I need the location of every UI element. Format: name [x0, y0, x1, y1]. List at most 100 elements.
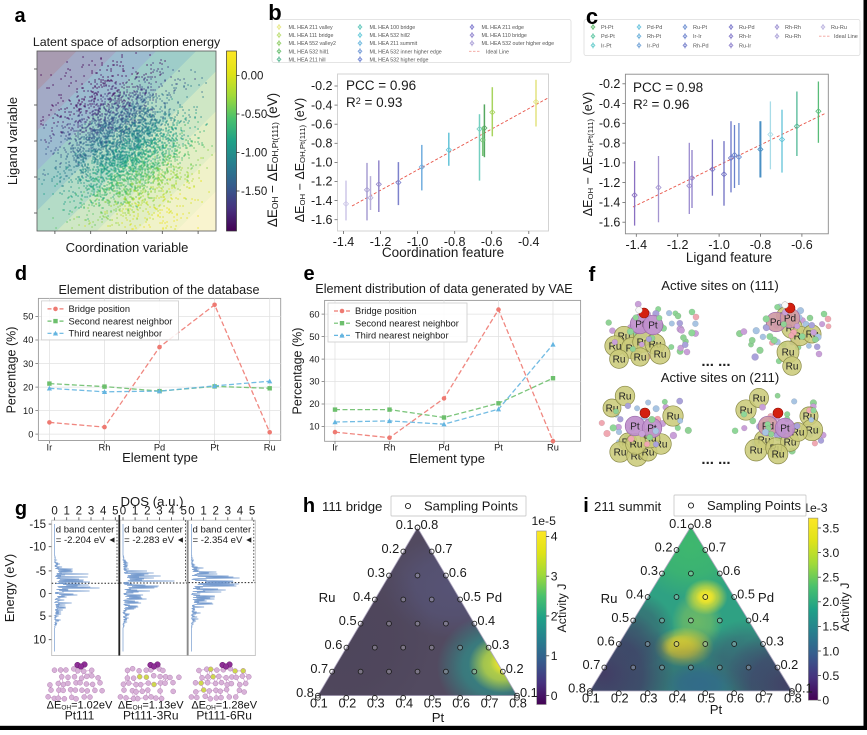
svg-text:40: 40	[309, 354, 319, 364]
svg-text:2: 2	[212, 506, 218, 518]
svg-text:g: g	[15, 498, 27, 520]
svg-text:ML HEA 110 bridge: ML HEA 110 bridge	[482, 33, 527, 39]
svg-text:3: 3	[225, 506, 231, 518]
svg-text:3: 3	[551, 570, 558, 584]
svg-text:Element type: Element type	[122, 450, 198, 465]
svg-text:Ru-Rh: Ru-Rh	[785, 34, 801, 40]
svg-text:-1.4: -1.4	[333, 235, 355, 249]
svg-text:2.5: 2.5	[822, 571, 839, 585]
svg-text:-1.2: -1.2	[599, 176, 621, 190]
svg-text:0.4: 0.4	[669, 691, 687, 706]
svg-text:0.5: 0.5	[463, 589, 481, 604]
svg-text:10: 10	[309, 422, 319, 432]
svg-text:0.00: 0.00	[241, 71, 263, 83]
svg-text:0.5: 0.5	[822, 669, 839, 683]
svg-text:Ru: Ru	[547, 443, 559, 453]
svg-text:-1.4: -1.4	[599, 196, 621, 210]
svg-text:Pt: Pt	[648, 321, 658, 332]
svg-text:PCC = 0.98: PCC = 0.98	[633, 80, 703, 95]
svg-text:10: 10	[23, 406, 33, 416]
svg-text:0.6: 0.6	[597, 634, 615, 649]
svg-text:0.2: 0.2	[655, 540, 673, 555]
svg-text:Ru: Ru	[319, 590, 336, 605]
svg-text:Rh-Ir: Rh-Ir	[739, 34, 751, 40]
svg-text:Rh: Rh	[99, 443, 111, 453]
svg-text:Active sites on (111): Active sites on (111)	[661, 278, 779, 293]
svg-text:c: c	[586, 4, 598, 29]
svg-text:Pd: Pd	[486, 590, 502, 605]
svg-text:5: 5	[112, 506, 118, 518]
svg-text:4: 4	[237, 506, 244, 518]
svg-text:30: 30	[309, 377, 319, 387]
svg-text:0.5: 0.5	[339, 613, 357, 628]
svg-text:Element type: Element type	[409, 451, 485, 466]
svg-text:0.3: 0.3	[640, 691, 658, 706]
svg-text:Pt: Pt	[780, 424, 790, 435]
svg-text:0.4: 0.4	[395, 696, 413, 711]
svg-text:Ru: Ru	[264, 443, 276, 453]
svg-text:Ru: Ru	[750, 446, 763, 457]
svg-text:2.0: 2.0	[822, 595, 839, 609]
svg-text:1e-5: 1e-5	[531, 514, 556, 528]
svg-text:Third nearest neighbor: Third nearest neighbor	[69, 329, 163, 339]
svg-text:Ru: Ru	[786, 362, 799, 373]
svg-text:-1.0: -1.0	[599, 156, 621, 170]
svg-text:d band center: d band center	[193, 525, 252, 536]
svg-text:Ru: Ru	[634, 353, 647, 364]
svg-text:-0.6: -0.6	[599, 117, 621, 131]
svg-text:Bridge position: Bridge position	[69, 304, 131, 314]
svg-text:-1.6: -1.6	[311, 213, 333, 227]
svg-text:0.5: 0.5	[737, 587, 755, 602]
svg-text:Rh-Pd: Rh-Pd	[693, 43, 709, 49]
svg-text:2: 2	[76, 506, 82, 518]
svg-text:60: 60	[309, 309, 319, 319]
svg-text:-1.6: -1.6	[599, 215, 621, 229]
svg-text:Ru-Pd: Ru-Pd	[739, 25, 755, 31]
svg-text:d band center: d band center	[124, 525, 183, 536]
svg-text:d: d	[15, 263, 27, 285]
svg-text:-15: -15	[29, 519, 46, 531]
svg-text:0.8: 0.8	[694, 516, 712, 531]
svg-text:f: f	[589, 264, 596, 286]
svg-text:Ligand feature: Ligand feature	[686, 250, 772, 265]
svg-text:Second nearest neighbor: Second nearest neighbor	[355, 318, 459, 328]
svg-text:1: 1	[200, 506, 206, 518]
svg-text:0.7: 0.7	[755, 691, 773, 706]
svg-text:-0.4: -0.4	[599, 97, 621, 111]
svg-text:1.0: 1.0	[822, 644, 839, 658]
svg-text:Element distribution of data g: Element distribution of data generated b…	[315, 282, 572, 296]
svg-text:Latent space of adsorption ene: Latent space of adsorption energy	[33, 35, 221, 49]
svg-text:= -2.354 eV: = -2.354 eV	[193, 535, 243, 546]
svg-text:Bridge position: Bridge position	[355, 306, 417, 316]
svg-text:-1.4: -1.4	[626, 238, 648, 252]
svg-text:Coordination variable: Coordination variable	[66, 240, 189, 255]
svg-text:ML HEA 211 edge: ML HEA 211 edge	[482, 25, 524, 31]
svg-text:0.6: 0.6	[723, 563, 741, 578]
svg-text:ML HEA 211 valley: ML HEA 211 valley	[289, 25, 334, 31]
svg-text:0.6: 0.6	[325, 637, 343, 652]
svg-text:Pt: Pt	[630, 422, 640, 433]
svg-text:-1.50: -1.50	[241, 186, 267, 198]
svg-text:-1.0: -1.0	[311, 156, 333, 170]
svg-text:Ligand variable: Ligand variable	[5, 97, 20, 185]
svg-text:-0.2: -0.2	[311, 79, 333, 93]
svg-text:4: 4	[100, 506, 107, 518]
svg-text:Ru: Ru	[772, 450, 785, 461]
svg-text:0: 0	[188, 506, 194, 518]
svg-text:Ideal Line: Ideal Line	[486, 49, 509, 55]
svg-text:0.1: 0.1	[310, 696, 328, 711]
svg-text:0.2: 0.2	[381, 541, 399, 556]
svg-text:ML HEA 111 bridge: ML HEA 111 bridge	[289, 33, 334, 39]
svg-text:Ru: Ru	[753, 394, 766, 405]
svg-text:0.1: 0.1	[396, 517, 414, 532]
svg-text:-0.50: -0.50	[241, 109, 267, 121]
svg-text:= -2.283 eV: = -2.283 eV	[124, 535, 174, 546]
svg-text:0.2: 0.2	[611, 691, 629, 706]
svg-text:e: e	[303, 263, 314, 285]
svg-text:50: 50	[309, 332, 319, 342]
svg-text:a: a	[14, 5, 26, 27]
svg-text:0.7: 0.7	[435, 541, 453, 556]
svg-text:Energy (eV): Energy (eV)	[2, 554, 17, 622]
svg-text:0.3: 0.3	[367, 565, 385, 580]
svg-text:Pt: Pt	[494, 443, 503, 453]
